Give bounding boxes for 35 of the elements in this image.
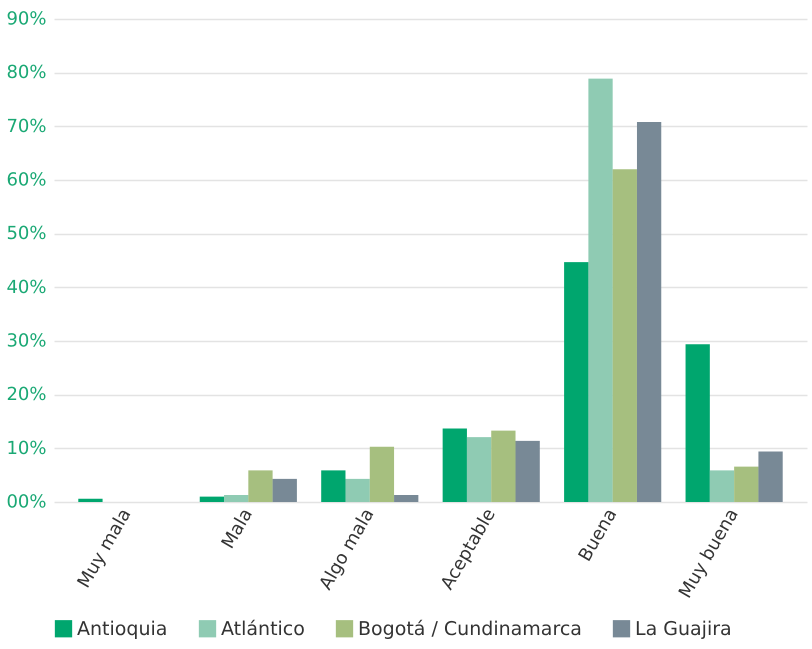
y-tick-label: 30% bbox=[6, 330, 46, 352]
y-tick-label: 80% bbox=[6, 62, 46, 84]
bar bbox=[710, 470, 734, 502]
bar bbox=[442, 428, 467, 502]
bar bbox=[758, 452, 783, 502]
y-tick-label: 10% bbox=[6, 438, 46, 459]
bar bbox=[491, 430, 516, 502]
bar bbox=[200, 496, 224, 502]
y-tick-label: 00% bbox=[6, 492, 46, 512]
bar bbox=[345, 478, 370, 502]
bar bbox=[272, 478, 297, 502]
bar bbox=[224, 495, 248, 502]
legend-label: La Guajira bbox=[635, 618, 732, 640]
bar bbox=[516, 440, 540, 502]
y-tick-label: 50% bbox=[6, 223, 46, 244]
bar bbox=[588, 78, 613, 502]
y-tick-label: 90% bbox=[6, 8, 46, 30]
bar bbox=[636, 122, 662, 502]
bar bbox=[686, 344, 710, 502]
legend-label: Antioquia bbox=[77, 618, 168, 640]
legend-label: Atlántico bbox=[221, 618, 305, 640]
legend-label: Bogotá / Cundinamarca bbox=[358, 618, 582, 640]
y-tick-label: 40% bbox=[6, 276, 46, 298]
y-tick-label: 20% bbox=[6, 384, 46, 406]
bar bbox=[78, 498, 103, 502]
bar bbox=[248, 470, 273, 502]
bar bbox=[734, 466, 758, 502]
bar bbox=[612, 169, 637, 502]
bar bbox=[321, 470, 346, 502]
bar bbox=[564, 262, 588, 502]
y-tick-label: 70% bbox=[6, 116, 46, 137]
bar bbox=[466, 437, 492, 502]
y-tick-label: 60% bbox=[6, 170, 46, 190]
bar bbox=[370, 446, 394, 502]
bar bbox=[394, 495, 418, 502]
